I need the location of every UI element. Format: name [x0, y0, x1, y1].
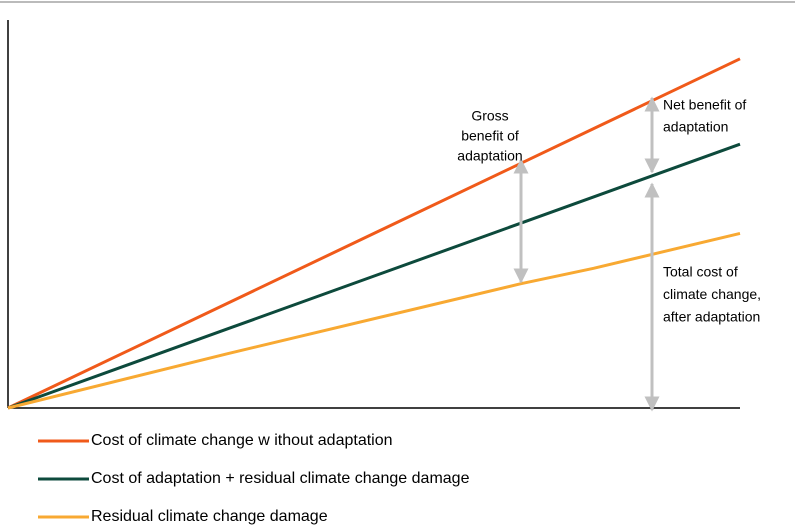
series-line	[7, 231, 741, 410]
arrows	[513, 96, 660, 412]
annotation: Net benefit of	[663, 97, 746, 113]
legend-label: Residual climate change damage	[91, 508, 328, 525]
annotation: after adaptation	[663, 309, 760, 325]
annotation: benefit of	[461, 128, 519, 144]
legend-label: Cost of adaptation + residual climate ch…	[91, 470, 470, 487]
annotation: Total cost of	[663, 264, 738, 280]
annotation: adaptation	[663, 119, 728, 135]
series-line	[7, 57, 741, 410]
series-line	[7, 142, 741, 410]
annotation: climate change,	[663, 286, 761, 302]
legend-label: Cost of climate change w ithout adaptati…	[91, 432, 393, 449]
annotation: adaptation	[457, 148, 522, 164]
annotation: Gross	[471, 108, 508, 124]
